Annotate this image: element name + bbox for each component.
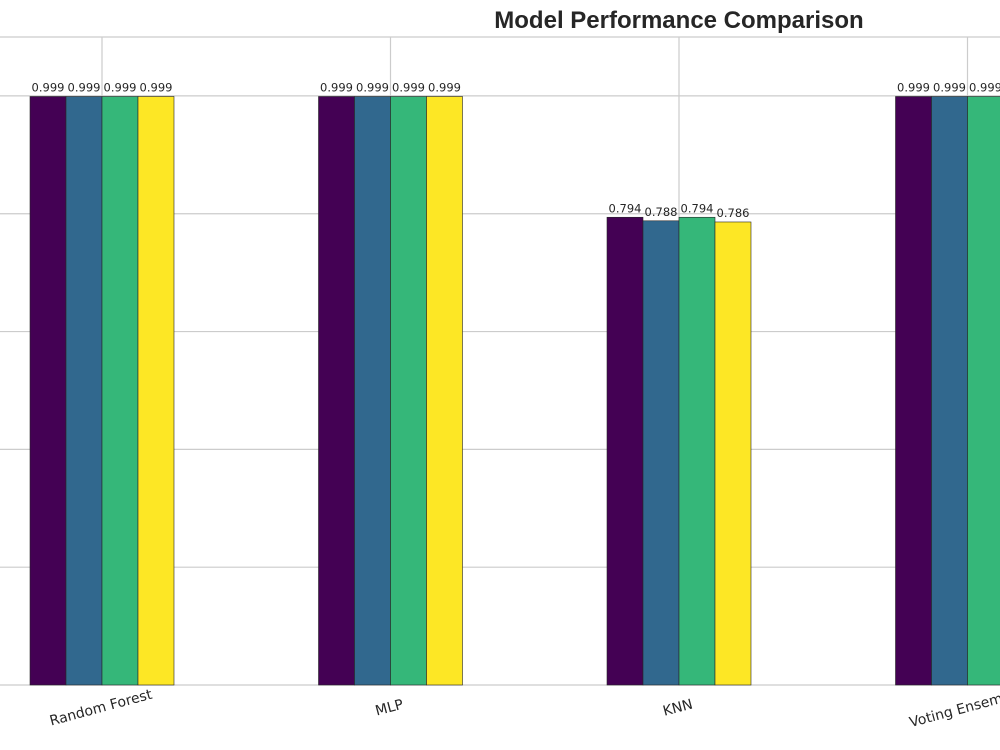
bar-value-label: 0.999 (356, 80, 389, 94)
bar-value-label: 0.999 (32, 80, 65, 94)
x-tick-label: MLP (374, 697, 406, 720)
bar-value-label: 0.999 (933, 80, 966, 94)
bar-value-label: 0.999 (428, 80, 461, 94)
bar-value-label: 0.999 (140, 80, 173, 94)
bar (101, 96, 139, 686)
bar (606, 216, 644, 686)
x-tick-label: KNN (661, 697, 694, 720)
bar-value-label: 0.999 (68, 80, 101, 94)
bar-value-label: 0.999 (104, 80, 137, 94)
bar (65, 96, 103, 686)
bar-value-label: 0.788 (645, 205, 678, 219)
bar (931, 96, 968, 686)
bar (967, 96, 1000, 686)
data-labels-layer: 0.999 0.999 0.999 0.999 0.999 0.999 0.999 0.999… (32, 80, 1000, 219)
bar-value-label: 0.999 (969, 80, 1000, 94)
x-tick-label: Voting Ensemble (908, 685, 1000, 731)
bar-value-label: 0.999 (320, 80, 353, 94)
bar-value-label: 0.794 (681, 201, 714, 215)
bar-value-label: 0.794 (609, 201, 642, 215)
chart-title: Model Performance Comparison (494, 7, 863, 34)
bar (390, 96, 427, 686)
bar-value-label: 0.999 (897, 80, 930, 94)
x-tick-labels-layer: Random Forest MLP KNN Voting Ensemble (48, 685, 1000, 731)
bar (895, 96, 932, 686)
bar (426, 96, 463, 686)
bar (642, 220, 680, 686)
bar-value-label: 0.786 (717, 206, 750, 220)
bars-layer (29, 96, 1000, 686)
bar (714, 221, 752, 686)
x-tick-label: Random Forest (48, 687, 154, 730)
bar (678, 216, 716, 686)
bar (137, 96, 175, 686)
bar (354, 96, 391, 686)
bar-value-label: 0.999 (392, 80, 425, 94)
bar (29, 96, 67, 686)
bar (318, 96, 355, 686)
